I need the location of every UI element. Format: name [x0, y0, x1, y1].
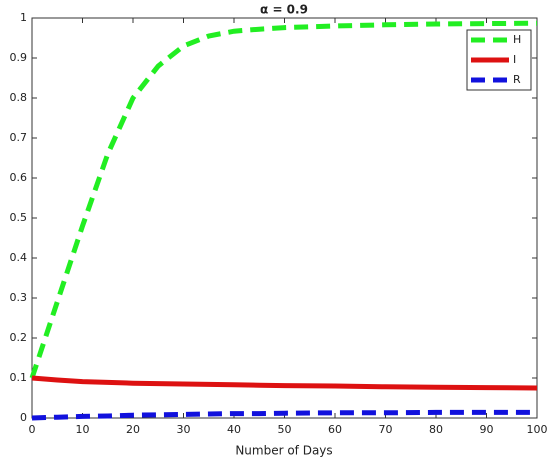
- y-tick-label: 0.7: [10, 131, 28, 144]
- x-tick-label: 20: [126, 423, 140, 436]
- x-tick-label: 90: [480, 423, 494, 436]
- y-tick-label: 0.5: [10, 211, 28, 224]
- series-line: [29, 20, 538, 379]
- x-tick-label: 0: [29, 423, 36, 436]
- y-tick-label: 0.2: [10, 331, 28, 344]
- y-tick-label: 0.6: [10, 171, 28, 184]
- plot-area: [31, 17, 538, 419]
- series-line: [31, 375, 538, 391]
- y-tick-label: 0.8: [10, 91, 28, 104]
- y-tick-label: 0.9: [10, 51, 28, 64]
- x-tick-label: 80: [429, 423, 443, 436]
- legend-label: I: [513, 53, 516, 66]
- y-tick-label: 0.4: [10, 251, 28, 264]
- x-tick-label: 10: [76, 423, 90, 436]
- y-tick-label: 0.1: [10, 371, 28, 384]
- x-axis-label: Number of Days: [235, 444, 332, 458]
- series-line: [31, 409, 537, 421]
- x-tick-label: 50: [278, 423, 292, 436]
- y-tick-label: 0.3: [10, 291, 28, 304]
- x-tick-label: 40: [227, 423, 241, 436]
- legend-label: H: [513, 33, 521, 46]
- x-tick-label: 100: [527, 423, 548, 436]
- y-tick-label: 1: [20, 11, 27, 24]
- legend-label: R: [513, 73, 521, 86]
- x-tick-label: 30: [177, 423, 191, 436]
- chart-title: α = 0.9: [260, 3, 308, 17]
- x-tick-label: 60: [328, 423, 342, 436]
- x-tick-label: 70: [379, 423, 393, 436]
- y-tick-label: 0: [20, 411, 27, 424]
